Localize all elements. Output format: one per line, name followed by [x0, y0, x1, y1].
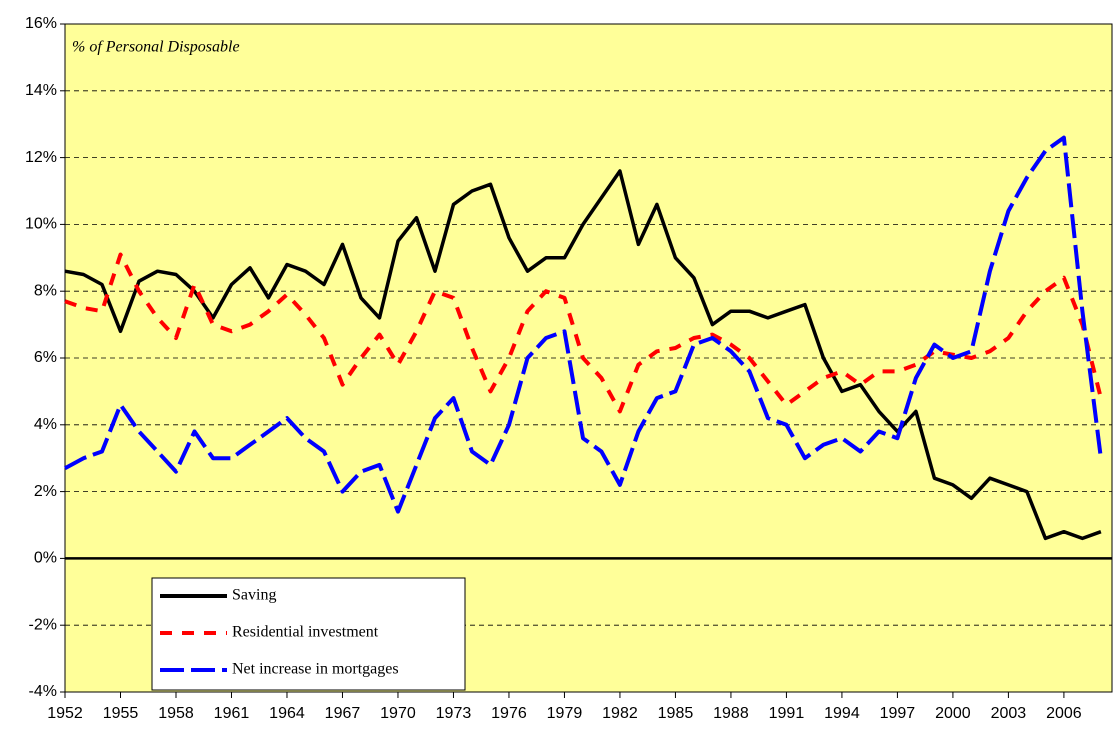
legend-label: Residential investment — [232, 624, 379, 641]
y-tick-label: 2% — [34, 483, 57, 500]
x-tick-label: 1952 — [47, 705, 83, 722]
y-tick-label: 8% — [34, 282, 57, 299]
y-tick-label: 16% — [25, 15, 57, 32]
x-tick-label: 1982 — [602, 705, 638, 722]
y-tick-label: 10% — [25, 216, 57, 233]
y-tick-label: 4% — [34, 416, 57, 433]
x-tick-label: 1955 — [103, 705, 139, 722]
legend-label: Net increase in mortgages — [232, 661, 399, 678]
y-tick-label: 0% — [34, 550, 57, 567]
x-tick-label: 1961 — [214, 705, 250, 722]
x-tick-label: 2006 — [1046, 705, 1082, 722]
x-tick-label: 1973 — [436, 705, 472, 722]
y-tick-label: -4% — [29, 683, 57, 700]
x-tick-label: 2003 — [991, 705, 1027, 722]
x-tick-label: 1997 — [880, 705, 916, 722]
y-tick-label: 6% — [34, 349, 57, 366]
x-tick-label: 1985 — [658, 705, 694, 722]
y-tick-label: 14% — [25, 82, 57, 99]
legend-label: Saving — [232, 587, 276, 604]
x-tick-label: 1958 — [158, 705, 194, 722]
x-tick-label: 2000 — [935, 705, 971, 722]
y-tick-label: 12% — [25, 149, 57, 166]
x-tick-label: 1979 — [547, 705, 583, 722]
series-line — [64, 169, 1102, 541]
x-tick-label: 1970 — [380, 705, 416, 722]
y-tick-label: -2% — [29, 616, 57, 633]
x-tick-label: 1991 — [769, 705, 805, 722]
annotation: % of Personal Disposable — [72, 39, 240, 56]
x-tick-label: 1976 — [491, 705, 527, 722]
x-tick-label: 1994 — [824, 705, 860, 722]
series-line — [64, 135, 1103, 514]
x-tick-label: 1988 — [713, 705, 749, 722]
x-tick-label: 1967 — [325, 705, 361, 722]
x-tick-label: 1964 — [269, 705, 305, 722]
